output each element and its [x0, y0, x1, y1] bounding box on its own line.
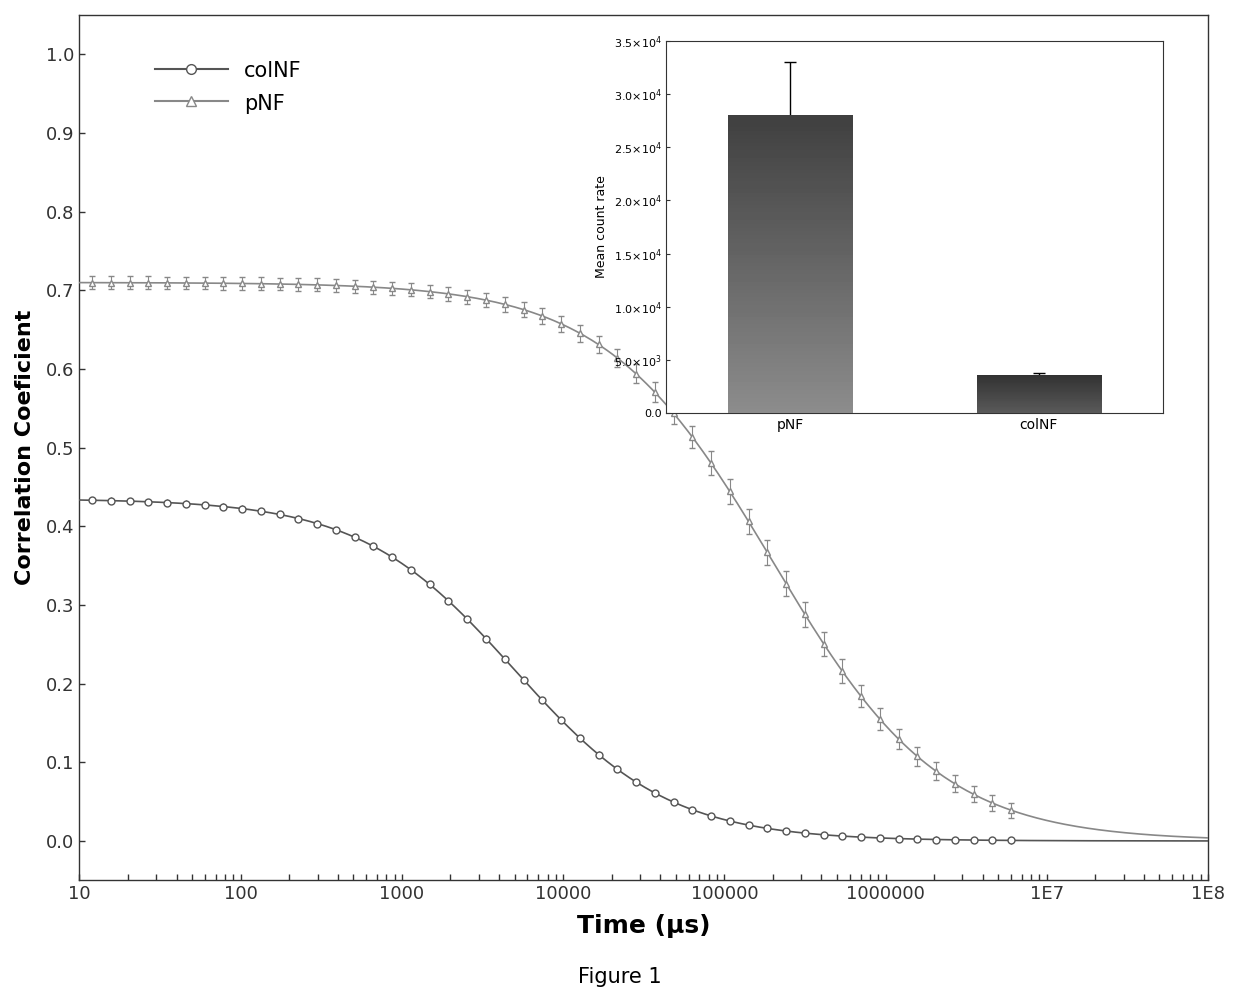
- Text: Figure 1: Figure 1: [578, 967, 662, 987]
- Legend: colNF, pNF: colNF, pNF: [146, 52, 310, 122]
- X-axis label: Time (μs): Time (μs): [577, 915, 711, 938]
- Y-axis label: Correlation Coeficient: Correlation Coeficient: [15, 310, 35, 585]
